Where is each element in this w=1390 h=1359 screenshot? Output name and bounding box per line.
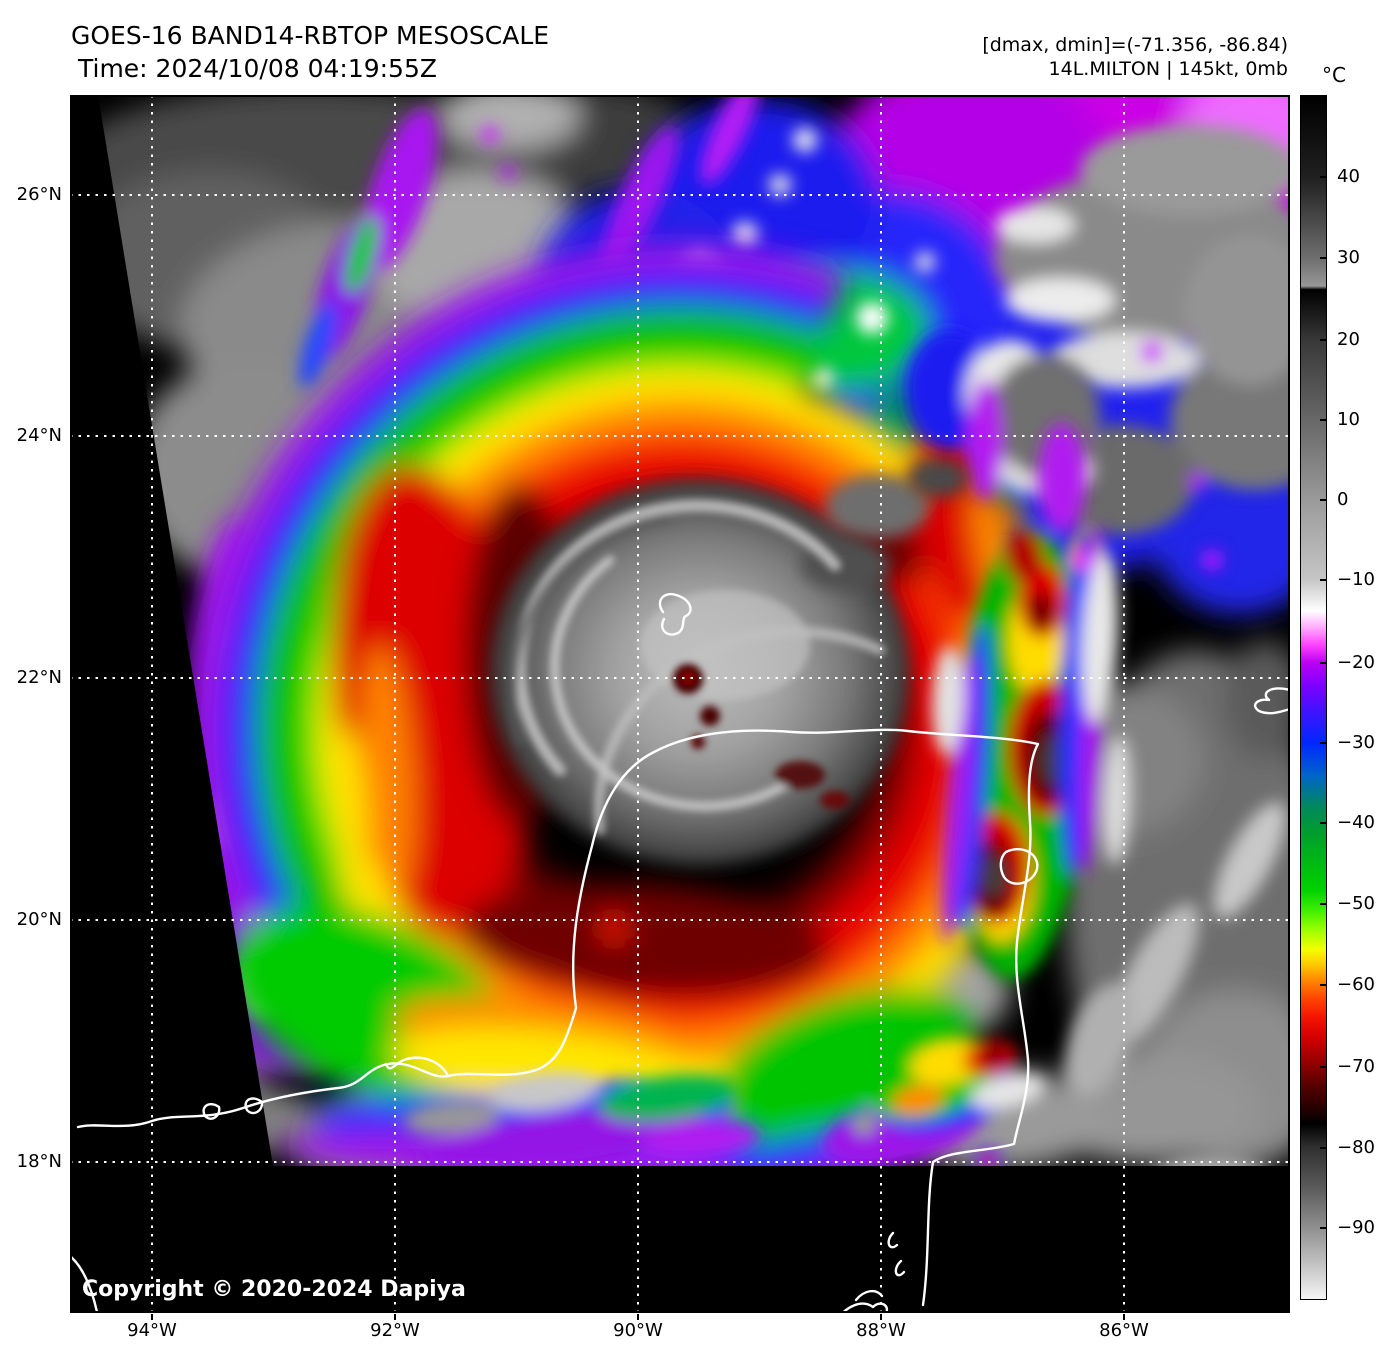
- coastlines: [68, 592, 1292, 1323]
- colorbar-tick-mark: [1320, 1227, 1327, 1229]
- dmax-dmin-label: [dmax, dmin]=(-71.356, -86.84): [982, 34, 1288, 56]
- lat-label-18n: 18°N: [16, 1151, 62, 1172]
- lon-label-88w: 88°W: [856, 1320, 906, 1341]
- lon-label-86w: 86°W: [1099, 1320, 1149, 1341]
- temperature-colorbar: [1300, 95, 1327, 1300]
- axis-tick: [637, 1314, 639, 1320]
- colorbar-tick-label: 10: [1337, 409, 1360, 430]
- colorbar-tick-label: −20: [1337, 652, 1375, 673]
- axis-tick: [394, 1314, 396, 1320]
- lon-label-90w: 90°W: [613, 1320, 663, 1341]
- colorbar-tick-mark: [1320, 742, 1327, 744]
- copyright-label: Copyright © 2020-2024 Dapiya: [82, 1277, 466, 1302]
- coastal-loop-1: [244, 1097, 264, 1115]
- yucatan-coastline: [571, 728, 1040, 1307]
- colorbar-tick-label: −50: [1337, 893, 1375, 914]
- colorbar-tick-label: 40: [1337, 166, 1360, 187]
- colorbar-tick-mark: [1320, 257, 1327, 259]
- colorbar-tick-mark: [1320, 419, 1327, 421]
- lon-label-92w: 92°W: [370, 1320, 420, 1341]
- timestamp-label: Time: 2024/10/08 04:19:55Z: [78, 54, 437, 83]
- lat-label-20n: 20°N: [16, 909, 62, 930]
- colorbar-tick-label: −60: [1337, 974, 1375, 995]
- scan-sector-edges: [70, 95, 1290, 1313]
- south-fringe-band: [404, 1072, 760, 1172]
- lat-label-24n: 24°N: [16, 425, 62, 446]
- colorbar-tick-mark: [1320, 1066, 1327, 1068]
- colorbar-tick-label: −30: [1337, 732, 1375, 753]
- colorbar-tick-mark: [1320, 662, 1327, 664]
- hurricane-eye: [673, 664, 720, 749]
- axis-tick: [151, 1314, 153, 1320]
- laguna-terminos: [384, 1056, 450, 1078]
- colorbar-tick-mark: [1320, 176, 1327, 178]
- colorbar-tick-label: −70: [1337, 1056, 1375, 1077]
- coastal-loop-2: [202, 1102, 221, 1120]
- colorbar-tick-mark: [1320, 339, 1327, 341]
- belize-caye-2: [894, 1259, 906, 1277]
- cozumel-island: [999, 847, 1039, 885]
- mexico-sw-coast: [68, 1254, 99, 1314]
- colorbar-tick-label: −80: [1337, 1137, 1375, 1158]
- colorbar-unit-label: °C: [1322, 63, 1346, 87]
- colorbar-tick-mark: [1320, 579, 1327, 581]
- lat-label-26n: 26°N: [16, 184, 62, 205]
- central-dense-overcast: [490, 458, 968, 866]
- lon-label-94w: 94°W: [127, 1320, 177, 1341]
- alacranes-reef: [658, 592, 692, 636]
- storm-info-label: 14L.MILTON | 145kt, 0mb: [1048, 58, 1288, 80]
- satellite-map: [60, 40, 1370, 1323]
- page-title: GOES-16 BAND14-RBTOP MESOSCALE: [71, 21, 550, 50]
- southeast-convective-cluster: [822, 1035, 1046, 1174]
- honduras-coast: [834, 1302, 889, 1323]
- colorbar-tick-label: −40: [1337, 812, 1375, 833]
- colorbar-tick-mark: [1320, 499, 1327, 501]
- colorbar-tick-mark: [1320, 903, 1327, 905]
- axis-tick: [880, 1314, 882, 1320]
- axis-tick: [1123, 1314, 1125, 1320]
- colorbar-tick-label: 30: [1337, 247, 1360, 268]
- eastern-convective-band: [931, 423, 1132, 980]
- colorbar-tick-label: 20: [1337, 329, 1360, 350]
- satellite-image: [60, 40, 1370, 1323]
- belize-caye-1: [887, 1231, 899, 1249]
- colorbar-tick-mark: [1320, 984, 1327, 986]
- colorbar-tick-label: −90: [1337, 1217, 1375, 1238]
- lat-label-22n: 22°N: [16, 667, 62, 688]
- colorbar-tick-label: 0: [1337, 489, 1349, 510]
- colorbar-tick-mark: [1320, 1147, 1327, 1149]
- colorbar-tick-label: −10: [1337, 569, 1375, 590]
- campeche-coastline: [76, 1006, 578, 1129]
- colorbar-tick-mark: [1320, 822, 1327, 824]
- cuba-west-tip: [1254, 687, 1292, 715]
